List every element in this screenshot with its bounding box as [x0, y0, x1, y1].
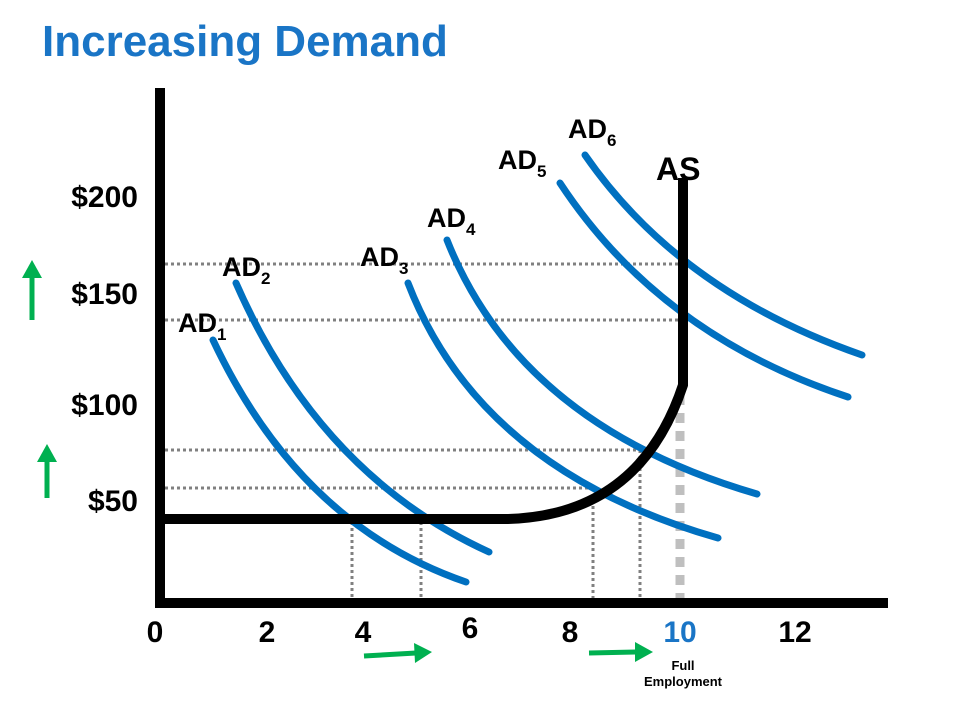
curve-name: AD: [222, 252, 261, 282]
right-arrow: [363, 650, 417, 659]
x-label: 8: [562, 616, 579, 649]
y-labels: $200 $150 $100 $50: [71, 181, 138, 518]
right-arrow-head: [635, 642, 653, 662]
up-arrow-head: [37, 444, 57, 462]
curve-labels: AD1 AD2 AD3 AD4 AD5 AD6 AS: [178, 114, 700, 344]
right-arrow-head: [414, 643, 432, 663]
curve-name: AD: [568, 114, 607, 144]
as-curve: [165, 178, 688, 524]
x-label: 10: [663, 616, 696, 649]
up-arrow-head: [22, 260, 42, 278]
y-label: $200: [71, 181, 138, 214]
curve-sub: 4: [466, 220, 476, 239]
ad-curve: [581, 151, 866, 359]
note: Employment: [644, 674, 723, 689]
x-label: 2: [259, 616, 276, 649]
curve-sub: 1: [217, 325, 226, 344]
y-label: $150: [71, 278, 138, 311]
title: Increasing Demand: [42, 17, 448, 66]
arrows: [22, 260, 653, 663]
note: Full: [671, 658, 694, 673]
ad-curve: [209, 336, 470, 586]
curve-label: AD5: [498, 145, 546, 181]
right-arrow: [588, 649, 638, 656]
curve-sub: 6: [607, 131, 616, 150]
y-label: $100: [71, 389, 138, 422]
ad-curve: [232, 279, 493, 556]
curve-name: AD: [498, 145, 537, 175]
curve-label: AD1: [178, 308, 226, 344]
curve-label: AD6: [568, 114, 616, 150]
x-labels: 0 2 4 6 8 10 12: [147, 612, 812, 649]
curve-name: AD: [427, 203, 466, 233]
curve-label: AD4: [427, 203, 476, 239]
ad-curve: [443, 236, 761, 498]
curve-name: AD: [178, 308, 217, 338]
ad-curve: [556, 179, 852, 401]
curve-sub: 2: [261, 269, 270, 288]
curve-sub: 3: [399, 259, 408, 278]
x-label: 6: [462, 612, 479, 645]
curve-name: AD: [360, 242, 399, 272]
as-label: AS: [656, 151, 700, 187]
ad-curve: [404, 279, 722, 542]
curve-label: AD2: [222, 252, 270, 288]
curve-sub: 5: [537, 162, 546, 181]
curve-label: AD3: [360, 242, 408, 278]
x-label: 0: [147, 616, 164, 649]
y-label: $50: [88, 485, 138, 518]
x-label: 4: [355, 616, 372, 649]
x-label: 12: [778, 616, 811, 649]
